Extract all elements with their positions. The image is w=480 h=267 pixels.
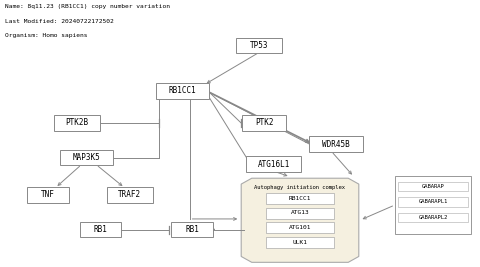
- Polygon shape: [105, 154, 111, 161]
- Polygon shape: [247, 161, 254, 167]
- FancyBboxPatch shape: [266, 208, 334, 219]
- Text: GABARAPL2: GABARAPL2: [419, 215, 448, 220]
- Text: TP53: TP53: [250, 41, 268, 50]
- FancyBboxPatch shape: [54, 115, 100, 131]
- FancyBboxPatch shape: [242, 115, 286, 131]
- FancyBboxPatch shape: [398, 213, 468, 222]
- FancyBboxPatch shape: [266, 237, 334, 248]
- FancyBboxPatch shape: [156, 83, 209, 99]
- Text: WDR45B: WDR45B: [322, 140, 350, 149]
- FancyBboxPatch shape: [395, 176, 471, 234]
- FancyBboxPatch shape: [309, 136, 363, 152]
- Text: MAP3K5: MAP3K5: [72, 153, 100, 162]
- Text: GABARAP: GABARAP: [422, 184, 444, 189]
- FancyBboxPatch shape: [236, 38, 282, 53]
- Text: GABARAPL1: GABARAPL1: [419, 199, 448, 204]
- Text: TRAF2: TRAF2: [118, 190, 141, 199]
- Text: RB1CC1: RB1CC1: [289, 196, 311, 201]
- Text: ATG101: ATG101: [289, 225, 311, 230]
- FancyBboxPatch shape: [266, 193, 334, 204]
- Polygon shape: [241, 178, 359, 262]
- Text: Last Modified: 20240722172502: Last Modified: 20240722172502: [5, 19, 114, 24]
- Text: Name: 8q11.23 (RB1CC1) copy number variation: Name: 8q11.23 (RB1CC1) copy number varia…: [5, 4, 170, 9]
- FancyBboxPatch shape: [80, 222, 121, 237]
- Text: ULK1: ULK1: [292, 240, 308, 245]
- Text: ATG16L1: ATG16L1: [257, 160, 290, 169]
- Text: RB1CC1: RB1CC1: [168, 86, 196, 95]
- FancyBboxPatch shape: [266, 222, 334, 233]
- Text: ATG13: ATG13: [290, 210, 310, 215]
- Polygon shape: [208, 226, 215, 233]
- FancyBboxPatch shape: [246, 156, 301, 172]
- FancyBboxPatch shape: [398, 197, 468, 207]
- Text: PTK2: PTK2: [255, 118, 273, 127]
- Text: RB1: RB1: [185, 225, 199, 234]
- FancyBboxPatch shape: [107, 187, 153, 203]
- FancyBboxPatch shape: [27, 187, 69, 203]
- Text: PTK2B: PTK2B: [65, 118, 88, 127]
- FancyBboxPatch shape: [398, 182, 468, 191]
- FancyBboxPatch shape: [171, 222, 213, 237]
- FancyBboxPatch shape: [60, 150, 113, 165]
- Text: Autophagy initiation complex: Autophagy initiation complex: [254, 185, 346, 190]
- Text: TNF: TNF: [41, 190, 55, 199]
- Text: Organism: Homo sapiens: Organism: Homo sapiens: [5, 33, 87, 38]
- Text: RB1: RB1: [94, 225, 108, 234]
